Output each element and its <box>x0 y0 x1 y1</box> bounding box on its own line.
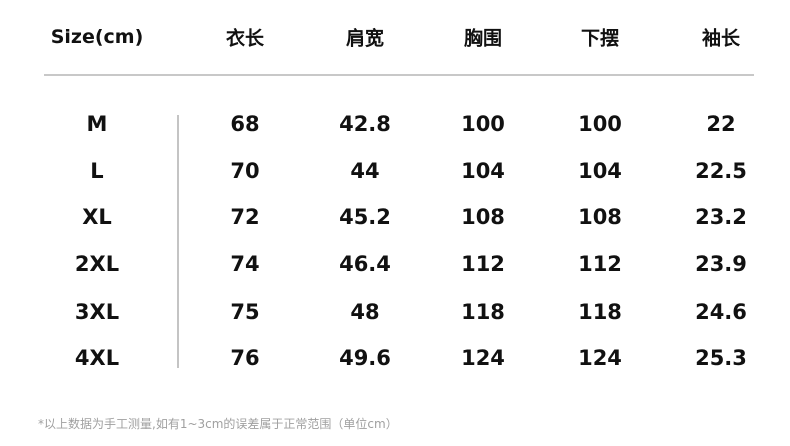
table-cell: 124 <box>578 346 622 370</box>
table-cell: 22.5 <box>695 159 747 183</box>
table-cell: 108 <box>461 205 505 229</box>
column-header: 袖长 <box>701 27 741 50</box>
table-cell: 48 <box>350 300 380 324</box>
table-cell: 112 <box>461 252 505 276</box>
table-cell: 46.4 <box>339 252 391 276</box>
size-label: 4XL <box>74 346 120 370</box>
column-header: 下摆 <box>580 27 620 50</box>
table-cell: 100 <box>578 112 622 136</box>
table-cell: 25.3 <box>695 346 747 370</box>
table-cell: 44 <box>350 159 380 183</box>
size-label: L <box>90 159 104 183</box>
table-cell: 42.8 <box>339 112 391 136</box>
table-cell: 49.6 <box>339 346 391 370</box>
table-cell: 118 <box>461 300 505 324</box>
column-header: 肩宽 <box>345 27 385 50</box>
column-header: 衣长 <box>225 27 265 50</box>
table-cell: 45.2 <box>339 205 391 229</box>
column-header: Size(cm) <box>50 26 144 48</box>
table-cell: 112 <box>578 252 622 276</box>
size-label: XL <box>82 205 112 229</box>
table-cell: 104 <box>461 159 505 183</box>
size-column-divider <box>177 115 179 368</box>
size-label: 3XL <box>74 300 120 324</box>
table-cell: 74 <box>230 252 260 276</box>
header-divider <box>44 74 754 76</box>
table-cell: 104 <box>578 159 622 183</box>
table-cell: 68 <box>230 112 260 136</box>
table-cell: 108 <box>578 205 622 229</box>
table-cell: 124 <box>461 346 505 370</box>
table-cell: 118 <box>578 300 622 324</box>
table-cell: 23.9 <box>695 252 747 276</box>
column-header: 胸围 <box>463 27 503 50</box>
table-cell: 70 <box>230 159 260 183</box>
table-cell: 23.2 <box>695 205 747 229</box>
table-cell: 75 <box>230 300 260 324</box>
table-cell: 72 <box>230 205 260 229</box>
table-cell: 24.6 <box>695 300 747 324</box>
size-label: M <box>86 112 108 136</box>
table-cell: 76 <box>230 346 260 370</box>
size-label: 2XL <box>74 252 120 276</box>
table-cell: 100 <box>461 112 505 136</box>
table-cell: 22 <box>706 112 736 136</box>
measurement-note: *以上数据为手工测量,如有1~3cm的误差属于正常范围（单位cm） <box>38 417 398 431</box>
